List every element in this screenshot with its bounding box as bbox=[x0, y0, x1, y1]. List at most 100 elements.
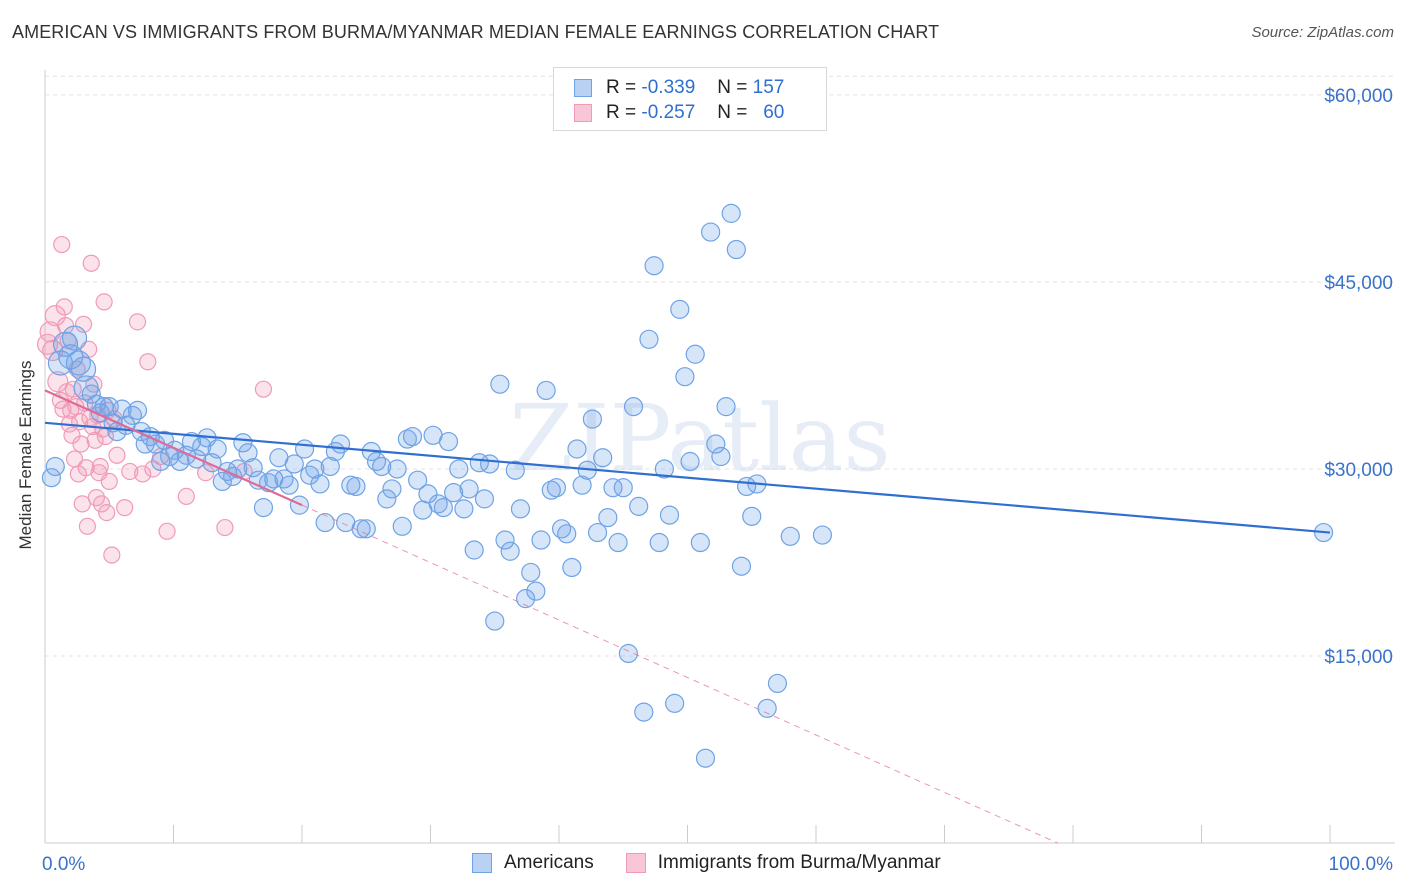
legend-r-label: R = bbox=[606, 77, 637, 98]
american-point bbox=[418, 484, 438, 504]
american-point bbox=[711, 446, 731, 467]
legend-n-value: 60 bbox=[763, 102, 785, 123]
immigrant-point bbox=[134, 465, 152, 483]
immigrant-point bbox=[144, 460, 162, 478]
immigrants-legend-swatch bbox=[625, 853, 646, 873]
american-point bbox=[510, 499, 531, 519]
legend-row-immigrants: R = -0.257 N = 60 bbox=[574, 101, 784, 125]
american-point bbox=[330, 434, 351, 454]
legend-r-label: R = bbox=[606, 102, 637, 123]
american-point bbox=[449, 459, 469, 479]
chart-title: AMERICAN VS IMMIGRANTS FROM BURMA/MYANMA… bbox=[12, 22, 940, 42]
american-point bbox=[521, 562, 541, 583]
american-point bbox=[515, 589, 536, 609]
immigrant-point bbox=[74, 315, 93, 333]
immigrant-point bbox=[95, 293, 113, 311]
y-tick-label: $30,000 bbox=[1324, 460, 1393, 481]
immigrants-trend-line bbox=[44, 389, 303, 507]
american-point bbox=[41, 468, 62, 488]
american-point bbox=[397, 429, 417, 449]
american-point bbox=[562, 557, 582, 578]
american-point bbox=[45, 456, 65, 477]
american-point bbox=[310, 474, 330, 494]
american-point bbox=[294, 439, 315, 459]
american-point bbox=[305, 459, 325, 479]
american-point bbox=[81, 384, 101, 404]
immigrant-point bbox=[121, 462, 139, 481]
american-point bbox=[500, 541, 520, 561]
american-point bbox=[127, 400, 148, 420]
american-point bbox=[546, 478, 567, 498]
american-point bbox=[212, 471, 232, 492]
american-point bbox=[408, 470, 428, 490]
american-point bbox=[812, 525, 833, 545]
y-tick-label: $15,000 bbox=[1324, 647, 1393, 668]
american-point bbox=[253, 498, 274, 518]
american-point bbox=[372, 456, 392, 477]
american-point bbox=[706, 434, 726, 454]
immigrant-point bbox=[92, 495, 111, 513]
americans-points bbox=[41, 203, 1334, 768]
american-point bbox=[608, 532, 628, 553]
american-point bbox=[767, 673, 788, 694]
american-point bbox=[505, 460, 525, 480]
legend-n-label: N = bbox=[717, 102, 748, 123]
american-point bbox=[274, 469, 294, 489]
american-point bbox=[623, 397, 644, 417]
american-point bbox=[701, 222, 721, 242]
american-point bbox=[639, 329, 659, 349]
american-point bbox=[279, 475, 299, 495]
y-axis-label: Median Female Earnings bbox=[16, 361, 35, 550]
american-point bbox=[428, 494, 448, 514]
immigrant-point bbox=[82, 254, 100, 272]
americans-trend-line bbox=[44, 421, 1331, 534]
american-point bbox=[541, 480, 561, 500]
american-point bbox=[181, 431, 202, 452]
y-tick-label: $60,000 bbox=[1324, 86, 1393, 107]
immigrant-point bbox=[177, 487, 195, 505]
immigrant-point bbox=[55, 298, 73, 316]
american-point bbox=[70, 356, 97, 382]
american-point bbox=[716, 397, 736, 417]
x-tick-labels: 0.0% 100.0% bbox=[42, 854, 1393, 875]
immigrant-point bbox=[53, 235, 71, 254]
american-point bbox=[675, 367, 695, 387]
legend-n-label: N = bbox=[717, 77, 748, 98]
immigrant-point bbox=[64, 380, 82, 398]
american-point bbox=[464, 540, 484, 560]
american-point bbox=[377, 489, 397, 509]
correlation-legend: R = -0.339 N = 157 R = -0.257 N = 60 bbox=[553, 67, 827, 131]
american-point bbox=[557, 524, 577, 544]
american-point bbox=[757, 698, 777, 718]
immigrant-point bbox=[73, 495, 91, 513]
y-tick-label: $45,000 bbox=[1324, 273, 1393, 294]
immigrant-point bbox=[47, 371, 69, 393]
legend-item-americans: Americans bbox=[472, 852, 594, 874]
immigrants-points bbox=[36, 235, 273, 564]
immigrant-point bbox=[116, 499, 134, 517]
series-legend: Americans Immigrants from Burma/Myanmar bbox=[472, 852, 973, 874]
american-point bbox=[649, 532, 669, 553]
immigrants-trend-extension bbox=[301, 504, 1058, 844]
american-point bbox=[613, 478, 633, 498]
american-point bbox=[444, 483, 464, 503]
american-point bbox=[151, 451, 171, 472]
american-point bbox=[454, 499, 474, 519]
watermark: ZIPatlas bbox=[509, 385, 890, 492]
american-point bbox=[695, 748, 716, 768]
american-point bbox=[346, 476, 366, 497]
american-point bbox=[742, 506, 762, 526]
american-point bbox=[495, 530, 515, 550]
american-point bbox=[320, 456, 340, 477]
x-tick-label: 100.0% bbox=[1329, 854, 1394, 875]
immigrant-point bbox=[108, 446, 126, 464]
immigrant-point bbox=[128, 313, 147, 331]
immigrant-point bbox=[78, 517, 97, 535]
americans-legend-swatch bbox=[472, 853, 492, 873]
american-point bbox=[536, 380, 556, 401]
american-point bbox=[659, 505, 680, 525]
legend-row-americans: R = -0.339 N = 157 bbox=[574, 76, 784, 100]
immigrants-swatch bbox=[574, 104, 592, 122]
american-point bbox=[480, 454, 500, 474]
